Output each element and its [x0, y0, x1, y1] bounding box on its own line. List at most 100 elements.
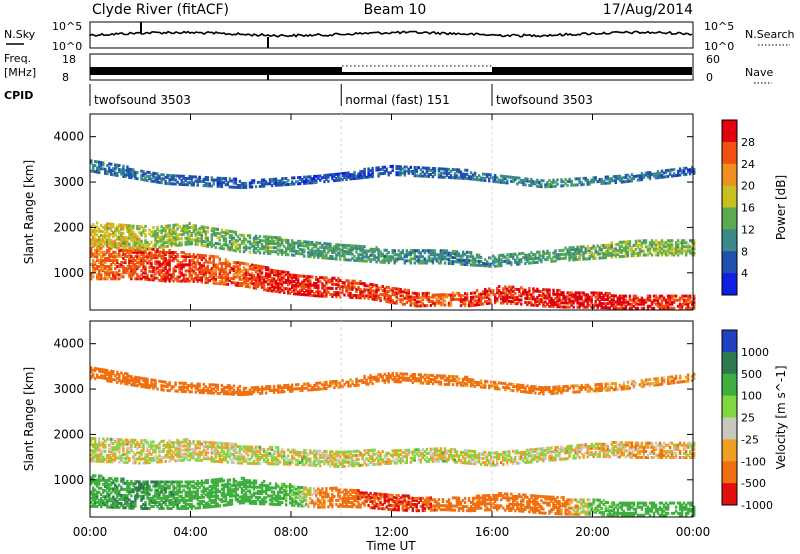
- heat-cell: [228, 246, 232, 250]
- heat-cell: [164, 275, 167, 279]
- heat-cell: [359, 282, 362, 285]
- heat-cell: [572, 256, 575, 260]
- heat-cell: [457, 298, 461, 301]
- heat-cell: [508, 289, 511, 293]
- heat-cell: [287, 241, 290, 244]
- heat-cell: [496, 258, 499, 262]
- heat-cell: [198, 255, 201, 259]
- heat-cell: [252, 263, 256, 267]
- heat-cell: [200, 264, 203, 268]
- heat-cell: [467, 259, 471, 263]
- heat-cell: [128, 263, 131, 266]
- heat-cell: [660, 298, 664, 302]
- heat-cell: [200, 241, 203, 245]
- heat-cell: [532, 180, 535, 184]
- heat-cell: [218, 178, 221, 182]
- heat-cell: [333, 276, 336, 280]
- heat-cell: [156, 270, 159, 274]
- heat-cell: [562, 295, 565, 299]
- heat-cell: [92, 476, 95, 480]
- heat-cell: [291, 279, 294, 283]
- heat-cell: [100, 163, 103, 167]
- heat-cell: [506, 299, 509, 303]
- heat-cell: [658, 296, 662, 300]
- heat-cell: [417, 255, 420, 259]
- heat-cell: [210, 239, 213, 243]
- heat-cell: [429, 251, 433, 255]
- heat-cell: [534, 289, 537, 293]
- heat-cell: [154, 229, 157, 233]
- heat-cell: [120, 275, 123, 279]
- heat-cell: [343, 293, 346, 297]
- heat-cell: [303, 254, 306, 258]
- heat-cell: [588, 249, 591, 252]
- heat-cell: [538, 183, 541, 186]
- heat-cell: [244, 262, 248, 266]
- heat-cell: [674, 249, 678, 253]
- heat-cell: [182, 263, 185, 267]
- heat-cell: [216, 180, 219, 184]
- heat-cell: [176, 174, 179, 178]
- heat-cell: [262, 275, 266, 279]
- heat-cell: [172, 232, 175, 235]
- heat-cell: [367, 294, 370, 298]
- heat-cell: [674, 243, 678, 247]
- heat-cell: [610, 294, 613, 298]
- heat-cell: [291, 176, 294, 180]
- heat-cell: [246, 268, 250, 272]
- heat-cell: [439, 297, 443, 301]
- heat-cell: [140, 239, 143, 243]
- heat-cell: [212, 255, 215, 259]
- heat-cell: [106, 273, 109, 277]
- heat-cell: [475, 178, 479, 182]
- heat-cell: [102, 238, 105, 242]
- heat-cell: [260, 277, 264, 281]
- heat-cell: [377, 174, 380, 178]
- heat-cell: [154, 244, 157, 248]
- heat-cell: [548, 288, 551, 292]
- heat-cell: [540, 179, 543, 183]
- heat-cell: [134, 486, 137, 490]
- heat-cell: [335, 249, 338, 253]
- heat-cell: [536, 250, 539, 254]
- heat-cell: [140, 169, 143, 173]
- heat-cell: [455, 297, 459, 301]
- heat-cell: [100, 275, 103, 279]
- heat-cell: [473, 257, 477, 261]
- heat-cell: [174, 265, 177, 269]
- heat-cell: [534, 257, 537, 260]
- heat-cell: [291, 243, 294, 247]
- heat-cell: [92, 163, 95, 167]
- heat-cell: [172, 223, 175, 227]
- heat-cell: [272, 240, 276, 243]
- heat-cell: [620, 240, 623, 244]
- heat-cell: [586, 301, 589, 305]
- heat-cell: [341, 243, 344, 247]
- heat-cell: [98, 162, 101, 166]
- heat-cell: [122, 271, 125, 275]
- heat-cell: [329, 292, 332, 296]
- heat-cell: [335, 283, 338, 286]
- heat-cell: [176, 488, 179, 492]
- heat-cell: [315, 284, 318, 287]
- heat-cell: [369, 253, 372, 257]
- heat-cell: [536, 287, 539, 291]
- heat-cell: [170, 234, 173, 238]
- heat-cell: [568, 254, 571, 258]
- heat-cell: [192, 253, 195, 257]
- heat-cell: [371, 289, 374, 293]
- heat-cell: [130, 232, 133, 236]
- heat-cell: [132, 236, 135, 240]
- heat-cell: [355, 296, 358, 300]
- heat-cell: [178, 267, 181, 271]
- heat-cell: [459, 304, 463, 308]
- heat-cell: [514, 260, 517, 264]
- heat-cell: [110, 254, 113, 258]
- heat-cell: [333, 249, 336, 253]
- heat-cell: [524, 255, 527, 259]
- heat-cell: [160, 507, 163, 510]
- heat-cell: [498, 295, 501, 299]
- heat-cell: [638, 249, 642, 253]
- heat-cell: [144, 482, 147, 486]
- heat-cell: [323, 246, 326, 250]
